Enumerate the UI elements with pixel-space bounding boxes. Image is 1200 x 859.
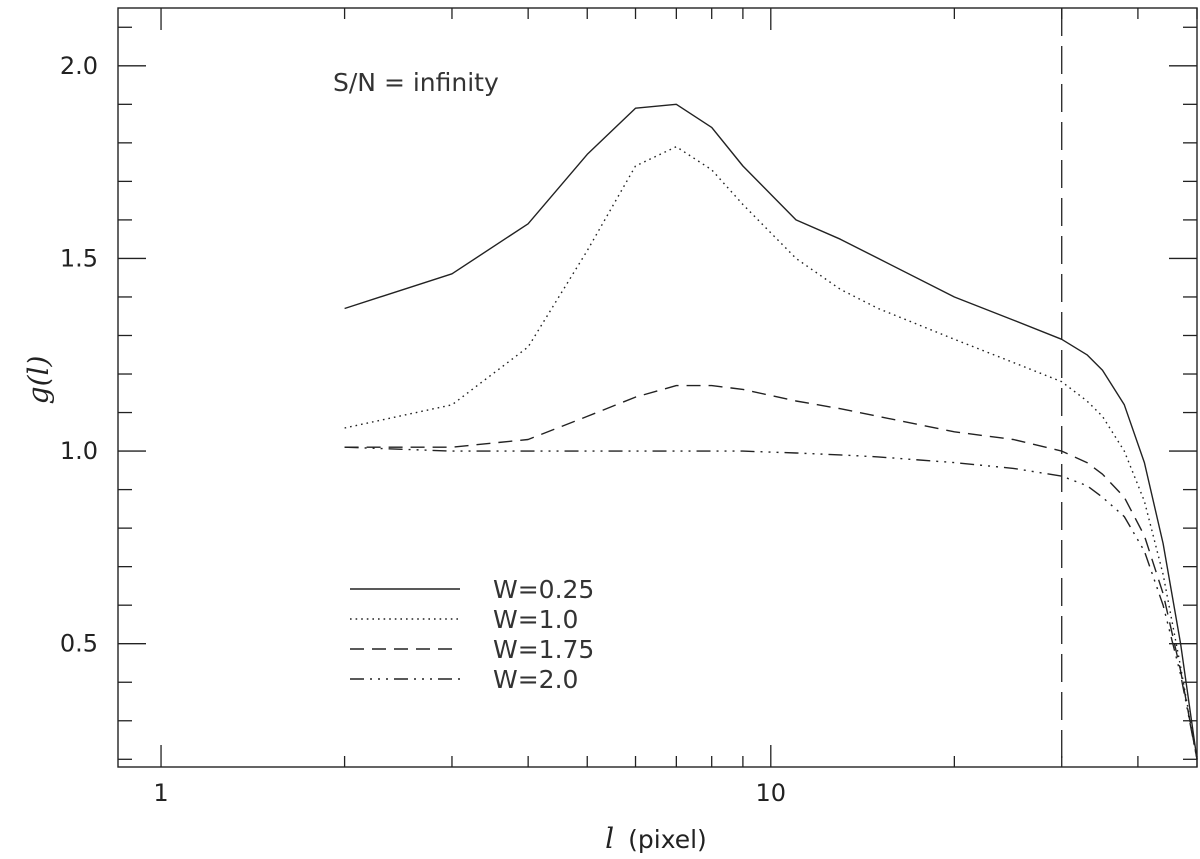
y-tick-label: 2.0 [60, 52, 98, 80]
legend-label: W=2.0 [493, 665, 578, 694]
series-line-2 [344, 145, 1198, 760]
y-axis-title: g(l) [22, 356, 55, 405]
series-line-1 [344, 103, 1198, 760]
series-lines [344, 103, 1198, 760]
x-tick-label: 1 [153, 779, 168, 807]
tick-labels: 1 10 0.5 1.0 1.5 2.0 [60, 52, 786, 807]
series-line-4 [344, 446, 1198, 760]
axis-ticks [118, 8, 1198, 767]
series-line-3 [344, 384, 1198, 760]
x-axis-title-unit: (pixel) [628, 825, 707, 854]
legend: W=0.25W=1.0W=1.75W=2.0 [350, 575, 594, 694]
plot-frame [117, 7, 1198, 768]
y-tick-label: 1.5 [60, 244, 98, 272]
legend-label: W=0.25 [493, 575, 594, 604]
y-tick-label: 0.5 [60, 630, 98, 658]
x-tick-label: 10 [756, 779, 787, 807]
legend-label: W=1.0 [493, 605, 578, 634]
annotation-text: S/N = infinity [333, 68, 499, 97]
x-axis-title: l (pixel) [605, 822, 707, 855]
y-tick-label: 1.0 [60, 437, 98, 465]
legend-label: W=1.75 [493, 635, 594, 664]
x-axis-title-var: l [605, 822, 614, 855]
